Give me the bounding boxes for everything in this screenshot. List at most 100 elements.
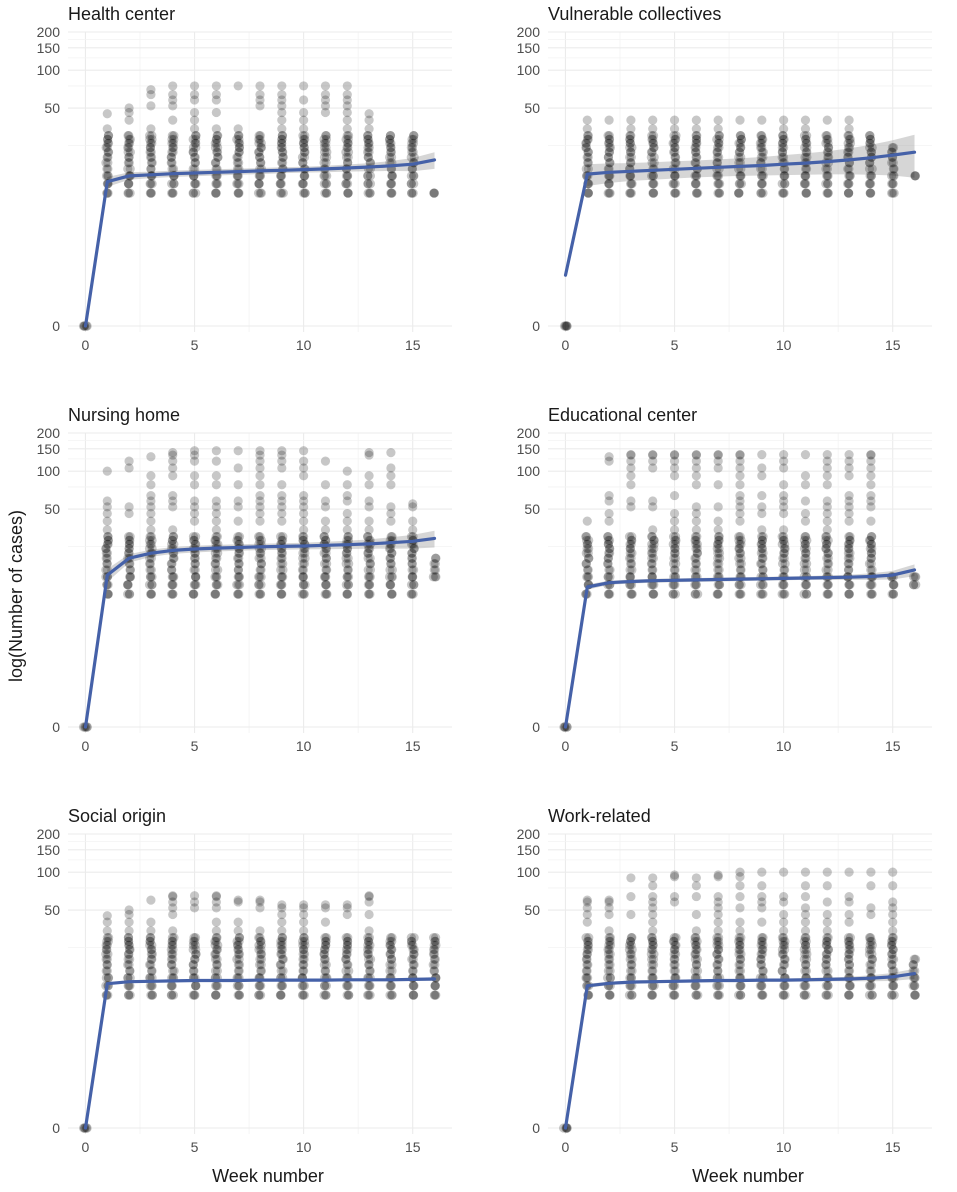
data-point [864, 559, 875, 569]
data-point [625, 152, 635, 162]
data-point [691, 940, 701, 950]
data-point [254, 179, 264, 189]
data-point [233, 897, 243, 907]
data-point [801, 580, 811, 590]
data-point [690, 981, 700, 991]
data-point [277, 480, 287, 490]
data-point [713, 990, 723, 1000]
data-point [823, 589, 833, 599]
data-point [669, 450, 680, 460]
data-point [734, 179, 744, 189]
data-point [387, 933, 397, 943]
data-point [582, 909, 592, 920]
data-point [255, 89, 265, 100]
data-point [278, 152, 288, 162]
data-point [124, 535, 134, 545]
data-point [103, 973, 114, 983]
data-point [734, 553, 744, 563]
data-point [363, 565, 373, 575]
data-point [256, 572, 266, 582]
data-point [799, 131, 810, 141]
data-point [255, 134, 265, 144]
data-point [102, 559, 112, 569]
data-point [649, 535, 659, 545]
data-point [691, 535, 701, 545]
data-point [211, 496, 221, 506]
data-point [387, 960, 397, 970]
data-point [146, 124, 156, 134]
data-point [255, 589, 266, 599]
data-point [386, 559, 396, 569]
data-point [780, 179, 790, 189]
data-point [777, 559, 788, 569]
data-point [146, 532, 156, 542]
data-point [234, 142, 245, 153]
data-point [167, 949, 177, 959]
data-point [821, 966, 831, 976]
data-point [342, 131, 352, 141]
data-point [626, 171, 636, 181]
data-point [278, 565, 288, 575]
data-point [103, 138, 114, 148]
data-point [648, 502, 658, 512]
data-point [212, 131, 222, 141]
data-point [821, 543, 831, 554]
data-point [298, 572, 308, 582]
data-point [864, 949, 875, 959]
data-point [429, 949, 439, 959]
data-point [341, 966, 351, 976]
data-point [822, 516, 832, 526]
data-point [844, 450, 854, 460]
data-point [320, 589, 330, 599]
data-point [690, 565, 700, 575]
data-point [166, 559, 176, 569]
data-point [780, 171, 790, 181]
data-point [758, 966, 768, 976]
data-point [887, 933, 898, 943]
data-point [387, 589, 397, 599]
data-point [277, 535, 288, 545]
data-point [736, 981, 746, 991]
data-point [866, 548, 877, 558]
data-point [777, 179, 787, 189]
data-point [188, 960, 198, 970]
data-point [648, 891, 658, 902]
data-point [625, 973, 635, 983]
data-point [102, 502, 112, 512]
data-point [756, 954, 766, 964]
data-point [123, 147, 133, 157]
data-point [169, 179, 179, 189]
data-point [364, 954, 374, 964]
data-point [234, 138, 244, 148]
data-point [386, 138, 396, 148]
data-point [844, 142, 855, 153]
data-point [668, 589, 678, 599]
data-point [167, 565, 177, 575]
data-point [713, 502, 723, 512]
data-point [867, 949, 877, 959]
data-point [887, 940, 897, 950]
data-point [844, 496, 854, 506]
data-point [298, 548, 308, 558]
data-point [322, 565, 332, 575]
data-point [757, 981, 767, 991]
data-point [342, 107, 352, 118]
data-point [714, 188, 725, 198]
y-tick-label: 50 [44, 100, 60, 116]
data-point [298, 158, 308, 168]
data-point [102, 917, 112, 927]
data-point [648, 873, 658, 883]
data-point [101, 548, 111, 558]
data-point [387, 990, 397, 1000]
data-point [669, 990, 679, 1000]
data-point [233, 565, 244, 575]
data-point [255, 496, 265, 506]
data-point [779, 897, 789, 907]
data-point [363, 532, 373, 542]
data-point [363, 131, 373, 141]
data-point [343, 580, 353, 590]
data-point [908, 960, 919, 970]
data-point [102, 152, 112, 162]
data-point [364, 589, 374, 599]
